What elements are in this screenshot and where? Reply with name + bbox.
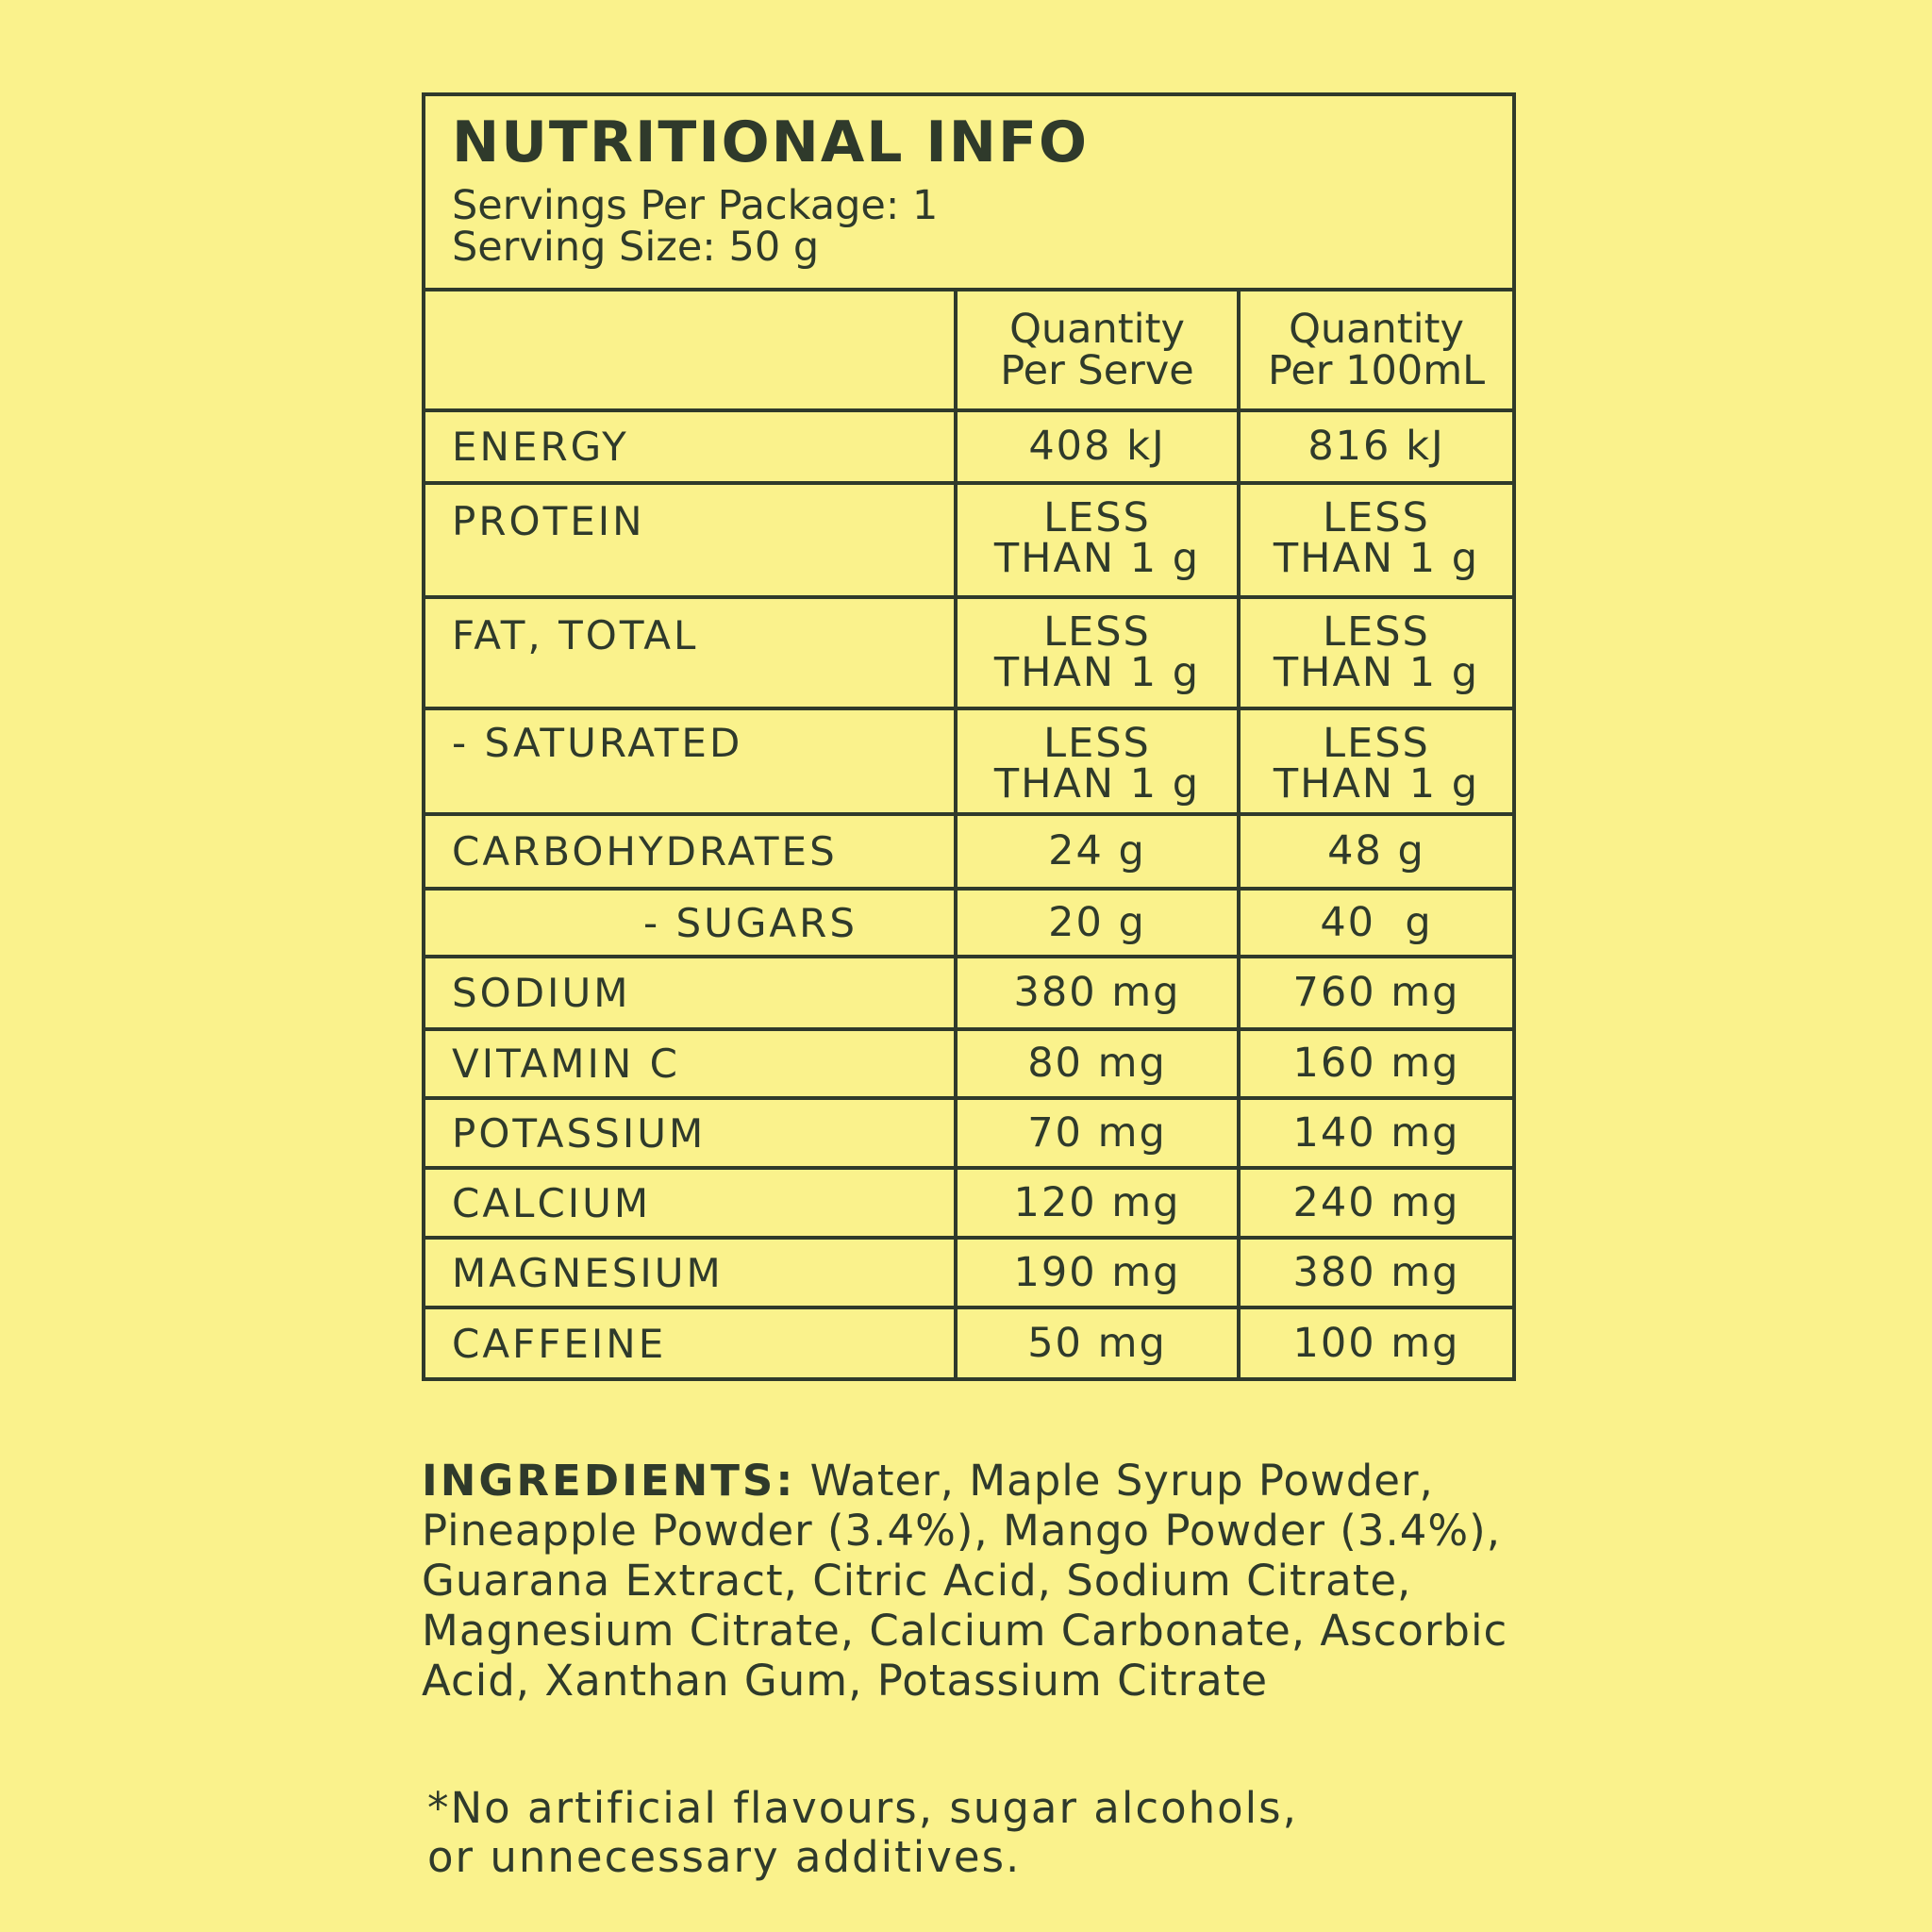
value-line: 380 mg [1292, 1248, 1460, 1296]
value-line: THAN 1 g [993, 760, 1201, 808]
value-line: LESS [1323, 494, 1430, 541]
ingredients-block: INGREDIENTS: Water, Maple Syrup Powder, … [422, 1456, 1544, 1706]
ingredients-list: Water, Maple Syrup Powder, Pineapple Pow… [422, 1456, 1508, 1706]
nutrient-name: ENERGY [425, 408, 958, 485]
per-100ml-value: 380 mg [1237, 1236, 1512, 1309]
value-line: 20 g [1048, 898, 1146, 946]
value-line: LESS [1043, 720, 1151, 767]
per-serve-value: 80 mg [954, 1027, 1241, 1100]
per-serve-value: 120 mg [954, 1166, 1241, 1240]
column-header-line: Per 100mL [1267, 347, 1486, 394]
per-100ml-value: 240 mg [1237, 1166, 1512, 1240]
value-line: 24 g [1048, 827, 1146, 874]
per-serve-value: 50 mg [954, 1306, 1241, 1378]
per-serve-value: 190 mg [954, 1236, 1241, 1309]
value-line: THAN 1 g [1273, 535, 1480, 582]
value-line: 40 g [1320, 898, 1433, 946]
value-line: 70 mg [1027, 1108, 1167, 1157]
per-100ml-value: LESS THAN 1 g [1237, 595, 1512, 710]
value-line: 380 mg [1013, 969, 1181, 1016]
value-line: 50 mg [1027, 1320, 1167, 1367]
value-line: 816 kJ [1307, 423, 1445, 470]
per-100ml-value: 160 mg [1237, 1027, 1512, 1100]
value-line: 190 mg [1013, 1248, 1181, 1296]
table-row: MAGNESIUM 190 mg 380 mg [425, 1236, 1512, 1309]
servings-per-package: Servings Per Package: 1 [452, 182, 939, 229]
value-line: LESS [1043, 494, 1151, 541]
nutrient-name: SODIUM [425, 955, 958, 1031]
value-line: 100 mg [1292, 1320, 1460, 1367]
value-line: 48 g [1327, 827, 1425, 874]
serving-size: Serving Size: 50 g [452, 224, 820, 271]
per-serve-value: 408 kJ [954, 408, 1241, 485]
table-row: CAFFEINE 50 mg 100 mg [425, 1306, 1512, 1378]
per-100ml-value: 760 mg [1237, 955, 1512, 1031]
per-100ml-value: 48 g [1237, 812, 1512, 891]
per-serve-value: LESS THAN 1 g [954, 707, 1241, 816]
nutrient-name: CARBOHYDRATES [425, 812, 958, 891]
value-line: 240 mg [1292, 1178, 1460, 1226]
table-row: VITAMIN C 80 mg 160 mg [425, 1027, 1512, 1100]
per-serve-column-header: Quantity Per Serve [954, 291, 1241, 412]
per-100ml-value: 40 g [1237, 887, 1512, 958]
nutrient-column-header [425, 291, 958, 412]
value-line: THAN 1 g [993, 649, 1201, 696]
value-line: 408 kJ [1028, 423, 1166, 470]
value-line: LESS [1043, 608, 1151, 656]
nutrient-name: PROTEIN [425, 481, 958, 599]
value-line: 160 mg [1292, 1040, 1460, 1087]
per-100ml-value: 140 mg [1237, 1096, 1512, 1170]
table-row: PROTEIN LESS THAN 1 g LESS THAN 1 g [425, 481, 1512, 599]
table-row: POTASSIUM 70 mg 140 mg [425, 1096, 1512, 1170]
ingredients-label: INGREDIENTS: [422, 1456, 796, 1506]
nutrition-panel: NUTRITIONAL INFO Servings Per Package: 1… [422, 92, 1516, 1381]
footnote-line: or unnecessary additives. [427, 1832, 1022, 1882]
nutrition-table: Quantity Per Serve Quantity Per 100mL EN… [425, 291, 1512, 1378]
value-line: 760 mg [1292, 969, 1460, 1016]
table-row: CALCIUM 120 mg 240 mg [425, 1166, 1512, 1240]
nutrient-name: VITAMIN C [425, 1027, 958, 1100]
column-header-line: Per Serve [1000, 347, 1194, 394]
table-row: FAT, TOTAL LESS THAN 1 g LESS THAN 1 g [425, 595, 1512, 710]
per-100ml-value: 816 kJ [1237, 408, 1512, 485]
panel-title: NUTRITIONAL INFO [452, 109, 1089, 175]
nutrient-name: POTASSIUM [425, 1096, 958, 1170]
value-line: 80 mg [1027, 1040, 1167, 1087]
table-row: ENERGY 408 kJ 816 kJ [425, 408, 1512, 485]
value-line: LESS [1323, 720, 1430, 767]
per-100ml-value: LESS THAN 1 g [1237, 481, 1512, 599]
value-line: LESS [1323, 608, 1430, 656]
per-serve-value: LESS THAN 1 g [954, 595, 1241, 710]
table-row: - SUGARS 20 g 40 g [425, 887, 1512, 958]
per-serve-value: 70 mg [954, 1096, 1241, 1170]
value-line: 120 mg [1013, 1178, 1181, 1226]
footnote: *No artificial flavours, sugar alcohols,… [427, 1784, 1512, 1882]
table-row: - SATURATED LESS THAN 1 g LESS THAN 1 g [425, 707, 1512, 816]
nutrient-name: CALCIUM [425, 1166, 958, 1240]
footnote-line: *No artificial flavours, sugar alcohols, [427, 1783, 1298, 1833]
per-100ml-value: LESS THAN 1 g [1237, 707, 1512, 816]
per-serve-value: 380 mg [954, 955, 1241, 1031]
column-header-line: Quantity [1009, 306, 1185, 353]
value-line: THAN 1 g [1273, 760, 1480, 808]
table-row: SODIUM 380 mg 760 mg [425, 955, 1512, 1031]
per-100ml-column-header: Quantity Per 100mL [1237, 291, 1512, 412]
value-line: THAN 1 g [993, 535, 1201, 582]
nutrient-name: FAT, TOTAL [425, 595, 958, 710]
panel-header: NUTRITIONAL INFO Servings Per Package: 1… [425, 96, 1512, 291]
value-line: 140 mg [1292, 1108, 1460, 1157]
per-serve-value: LESS THAN 1 g [954, 481, 1241, 599]
value-line: THAN 1 g [1273, 649, 1480, 696]
table-row: CARBOHYDRATES 24 g 48 g [425, 812, 1512, 891]
column-header-line: Quantity [1289, 306, 1464, 353]
nutrient-name: CAFFEINE [425, 1306, 958, 1378]
per-serve-value: 24 g [954, 812, 1241, 891]
nutrient-name: - SUGARS [425, 887, 958, 958]
table-header-row: Quantity Per Serve Quantity Per 100mL [425, 291, 1512, 412]
per-serve-value: 20 g [954, 887, 1241, 958]
nutrient-name: - SATURATED [425, 707, 958, 816]
nutrient-name: MAGNESIUM [425, 1236, 958, 1309]
per-100ml-value: 100 mg [1237, 1306, 1512, 1378]
